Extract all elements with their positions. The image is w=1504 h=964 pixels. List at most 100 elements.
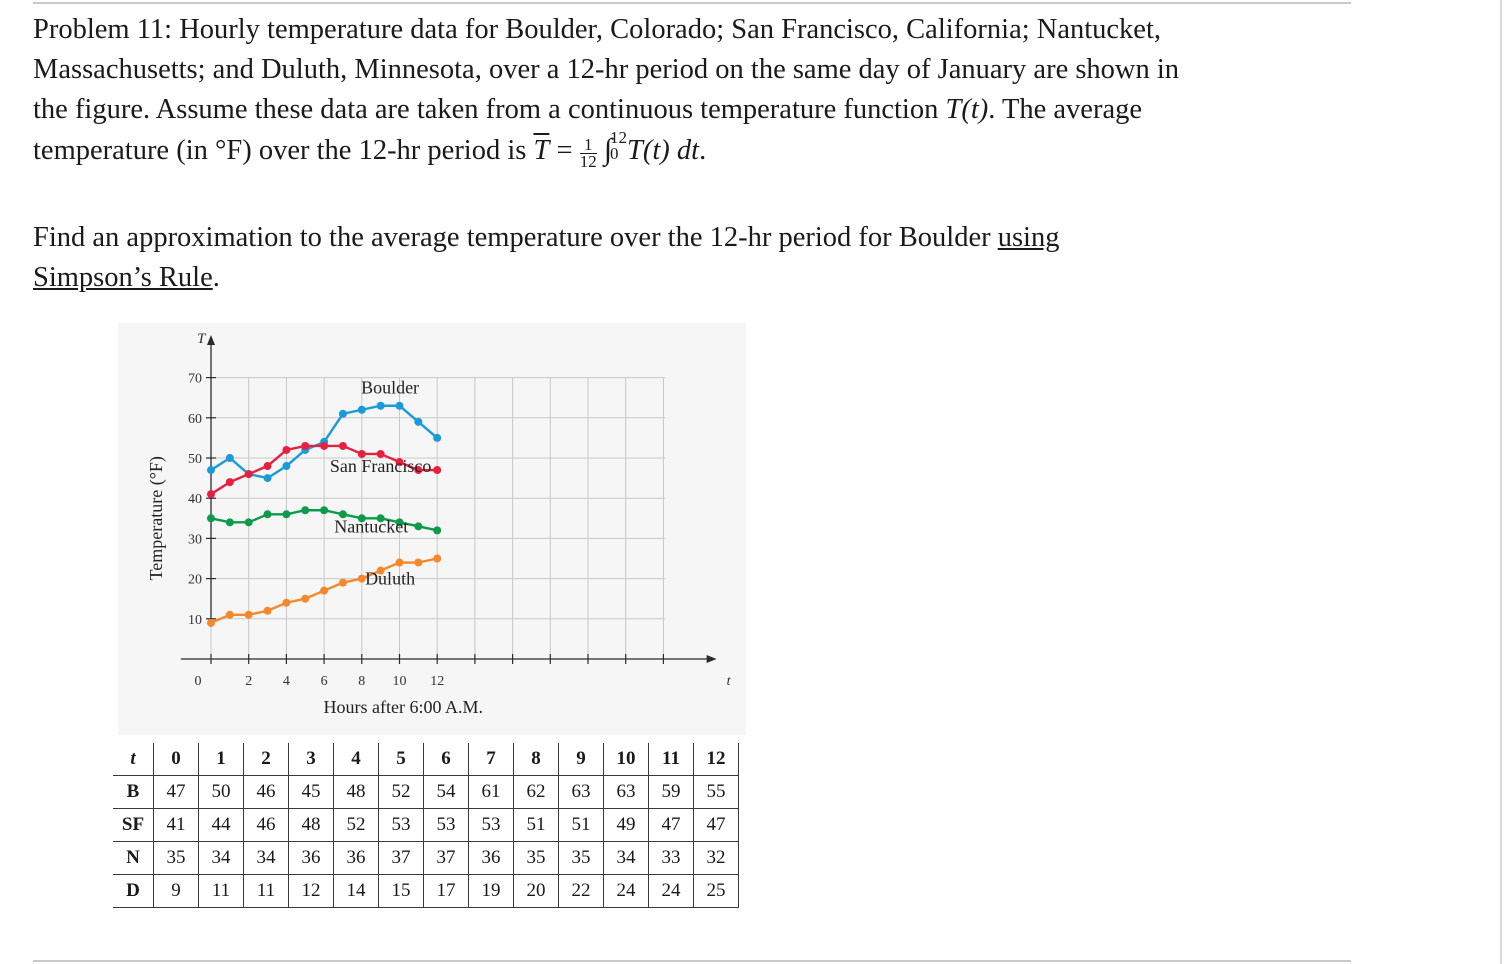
temperature-table: t 0 1 2 3 4 5 6 7 8 9 10 11 12 B 47 50 46 45 48 52 54 61 62 63 63…: [113, 743, 739, 908]
data-point: [301, 441, 310, 450]
question-line-2: Simpson’s Rule.: [33, 258, 1363, 298]
integral-sign: ∫: [603, 133, 613, 166]
data-point: [263, 462, 272, 471]
table-cell: 15: [378, 874, 424, 908]
table-cell: 55: [693, 775, 739, 809]
y-tick-label: 30: [188, 532, 202, 547]
table-row-label: D: [113, 874, 154, 908]
table-cell: 24: [648, 874, 694, 908]
table-cell: 47: [153, 775, 199, 809]
x-tick-label: 8: [358, 674, 365, 689]
table-cell: 20: [513, 874, 559, 908]
data-point: [357, 574, 366, 583]
x-tick-label: 12: [430, 674, 444, 689]
table-header-cell: 11: [648, 743, 694, 776]
problem-statement: Problem 11: Hourly temperature data for …: [33, 10, 1363, 171]
data-point: [263, 474, 272, 483]
data-point: [395, 558, 404, 567]
table-header-cell: 12: [693, 743, 739, 776]
series-nantucket: [207, 506, 442, 535]
table-cell: 35: [558, 841, 604, 875]
table-header-cell: 4: [333, 743, 379, 776]
data-point: [282, 445, 291, 454]
table-cell: 50: [198, 775, 244, 809]
table-cell: 52: [333, 808, 379, 842]
table-cell: 61: [468, 775, 514, 809]
x-tick-label: 4: [283, 674, 290, 689]
table-header-cell: 7: [468, 743, 514, 776]
table-cell: 49: [603, 808, 649, 842]
problem-line-4: temperature (in °F) over the 12-hr perio…: [33, 128, 1363, 171]
temperature-chart: 10 20 30 40 50 60 70 0 2 4 6 8 10 12 Tt Temperature (°F…: [146, 331, 732, 717]
data-point: [207, 490, 215, 499]
temperature-function: T(t): [945, 94, 989, 125]
x-tick-label: 10: [393, 674, 407, 689]
table-cell: 47: [648, 808, 694, 842]
table-cell: 37: [423, 841, 469, 875]
table-header-cell: 9: [558, 743, 604, 776]
data-point: [376, 401, 385, 410]
problem-line-2: Massachusetts; and Duluth, Minnesota, ov…: [33, 54, 1180, 85]
data-point: [433, 466, 442, 475]
data-point: [207, 466, 215, 475]
table-cell: 9: [153, 874, 199, 908]
equals-sign: =: [549, 135, 580, 166]
integral-lower-limit: 0: [610, 144, 619, 163]
table-header-row: t 0 1 2 3 4 5 6 7 8 9 10 11 12: [113, 743, 739, 776]
integral-upper-limit: 12: [610, 128, 628, 147]
data-point: [263, 606, 272, 615]
table-cell: 63: [603, 775, 649, 809]
problem-line-4-end: .: [699, 135, 707, 166]
data-point: [207, 514, 215, 523]
data-point: [225, 610, 234, 619]
y-tick-label: 50: [188, 452, 202, 467]
data-point: [357, 514, 366, 523]
data-point: [433, 554, 442, 563]
average-temperature-symbol: T: [533, 135, 550, 166]
one-twelfth-fraction: 1 12: [579, 136, 597, 170]
table-cell: 44: [198, 808, 244, 842]
data-point: [282, 598, 291, 607]
table-cell: 59: [648, 775, 694, 809]
table-header-cell: 3: [288, 743, 334, 776]
table-cell: 33: [648, 841, 694, 875]
data-point: [244, 610, 253, 619]
data-point: [414, 522, 423, 531]
table-cell: 51: [513, 808, 559, 842]
series-label: Nantucket: [334, 516, 408, 536]
x-tick-label: 6: [321, 674, 328, 689]
data-point: [225, 478, 234, 487]
table-cell: 53: [378, 808, 424, 842]
table-row: D 9 11 11 12 14 15 17 19 20 22 24 24 25: [113, 874, 739, 908]
data-point: [282, 462, 291, 471]
data-point: [320, 586, 329, 595]
data-point: [320, 506, 329, 515]
y-axis-arrow: [207, 335, 215, 345]
table-header-label: t: [113, 743, 154, 776]
right-border: [1500, 0, 1502, 964]
x-axis-symbol: t: [727, 674, 732, 689]
table-cell: 45: [288, 775, 334, 809]
data-point: [414, 417, 423, 426]
y-tick-label: 70: [188, 372, 202, 387]
y-tick-label: 20: [188, 573, 202, 588]
table-cell: 37: [378, 841, 424, 875]
table-header-cell: 5: [378, 743, 424, 776]
question-line-1-a: Find an approximation to the average tem…: [33, 222, 998, 253]
series-label: San Francisco: [330, 456, 431, 476]
series-label: Duluth: [365, 569, 415, 589]
data-point: [338, 510, 347, 519]
table-cell: 53: [468, 808, 514, 842]
y-tick-label: 10: [188, 613, 202, 628]
bottom-rule: [33, 960, 1351, 962]
table-cell: 47: [693, 808, 739, 842]
data-point: [433, 526, 442, 535]
y-axis-label: Temperature (°F): [146, 456, 167, 580]
data-point: [338, 578, 347, 587]
data-point: [414, 558, 423, 567]
table-cell: 52: [378, 775, 424, 809]
fraction-numerator: 1: [579, 136, 597, 154]
x-axis-label: Hours after 6:00 A.M.: [324, 697, 483, 717]
table-cell: 62: [513, 775, 559, 809]
data-point: [225, 518, 234, 527]
